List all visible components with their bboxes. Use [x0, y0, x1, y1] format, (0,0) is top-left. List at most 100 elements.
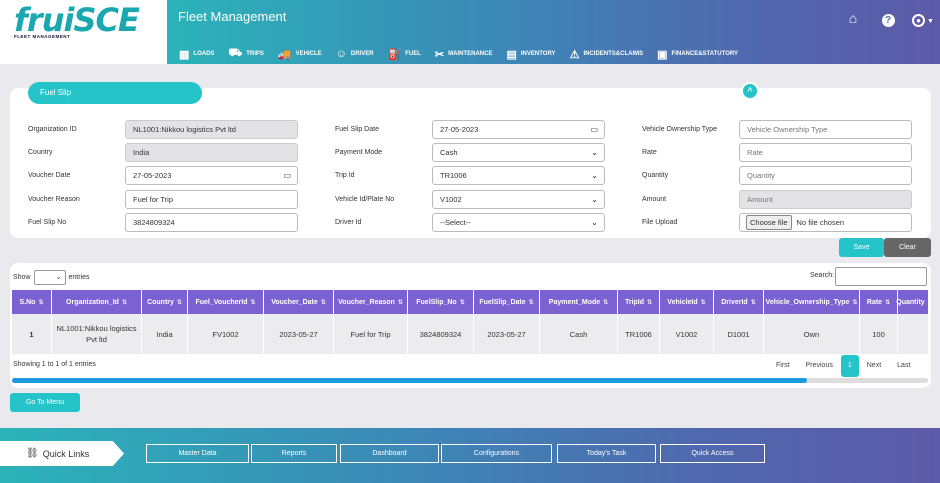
nav-finance-statutory[interactable]: ▣ FINANCE&STATUTORY [657, 44, 738, 64]
label-vehicle-id-plate-no: Vehicle Id/Plate No [335, 196, 395, 203]
quick-links[interactable]: ⛓ Quick Links [26, 448, 89, 459]
header-label: TripId [624, 298, 645, 306]
field-fuel-slip-no[interactable]: 3824809324 [125, 213, 298, 232]
scrollbar-thumb[interactable] [12, 378, 807, 383]
search-input[interactable] [835, 267, 927, 286]
footer-master-data-button[interactable]: Master Data [146, 444, 249, 463]
field-value: V1002 [440, 195, 462, 204]
sort-icon: ⇅ [852, 299, 858, 306]
chevron-down-icon[interactable]: ⌄ [591, 195, 598, 204]
nav-driver[interactable]: ☺ DRIVER [336, 44, 374, 64]
column-header-voucher-reason[interactable]: Voucher_Reason ⇅ [334, 290, 408, 314]
column-header-driverid[interactable]: DriverId ⇅ [714, 290, 764, 314]
column-header-vehicle-ownership-type[interactable]: Vehicle_Ownership_Type ⇅ [764, 290, 860, 314]
label-country: Country [28, 149, 53, 156]
field-driver-id[interactable]: --Select-- ⌄ [432, 213, 605, 232]
nav-label: FUEL [405, 51, 421, 57]
go-to-menu-button[interactable]: Go To Menu [10, 393, 80, 412]
footer-dashboard-button[interactable]: Dashboard [340, 444, 439, 463]
link-icon: ⛓ [26, 448, 39, 459]
page-1[interactable]: 1 [840, 355, 859, 377]
help-icon[interactable]: ? [879, 9, 897, 27]
field-trip-id[interactable]: TR1006 ⌄ [432, 166, 605, 185]
sort-icon: ⇅ [528, 299, 534, 306]
page-first[interactable]: First [776, 362, 790, 369]
column-header-rate[interactable]: Rate ⇅ [860, 290, 898, 314]
calendar-icon[interactable]: ▭ [283, 171, 291, 180]
header-label: Payment_Mode [548, 298, 601, 306]
logo[interactable]: fruiSCE [14, 1, 140, 39]
clear-button[interactable]: Clear [884, 238, 931, 257]
nav-inventory[interactable]: ▤ INVENTORY [506, 44, 555, 64]
column-header-tripid[interactable]: TripId ⇅ [618, 290, 660, 314]
sort-icon: ⇅ [250, 299, 256, 306]
nav-trips[interactable]: ⛟ TRIPS [228, 44, 264, 64]
nav-label: INVENTORY [520, 51, 556, 57]
chevron-down-icon[interactable]: ⌄ [591, 218, 598, 227]
field-rate[interactable]: Rate [739, 143, 912, 162]
user-menu-icon[interactable]: ● ▼ [910, 9, 936, 27]
header-label: Organization_Id [66, 298, 119, 306]
field-value: Cash [440, 148, 458, 157]
home-icon[interactable]: ⌂ [848, 10, 858, 26]
page-last[interactable]: Last [897, 362, 911, 369]
entries-select[interactable]: ⌄ [33, 270, 66, 285]
column-header-country[interactable]: Country ⇅ [142, 290, 188, 314]
header-label: FuelSlip_No [416, 298, 457, 306]
cell-vehicleid: V1002 [660, 314, 714, 354]
save-button[interactable]: Save [839, 238, 884, 257]
calendar-icon[interactable]: ▭ [590, 125, 598, 134]
column-header-s-no[interactable]: S.No ⇅ [12, 290, 52, 314]
chevron-down-icon[interactable]: ⌄ [591, 148, 598, 157]
label-voucher-date: Voucher Date [28, 172, 71, 179]
footer-today-s-task-button[interactable]: Today's Task [557, 444, 656, 463]
column-header-fuelslip-date[interactable]: FuelSlip_Date ⇅ [474, 290, 540, 314]
field-file-upload[interactable]: Choose file No file chosen [739, 213, 912, 232]
field-payment-mode[interactable]: Cash ⌄ [432, 143, 605, 162]
cell-quantity [898, 314, 928, 354]
chevron-down-icon[interactable]: ⌄ [591, 171, 598, 180]
field-fuel-slip-date[interactable]: 27-05-2023 ▭ [432, 120, 605, 139]
nav-loads[interactable]: ▦ LOADS [179, 44, 214, 64]
page-next[interactable]: Next [866, 362, 882, 369]
header-label: DriverId [721, 298, 748, 306]
field-vehicle-ownership-type[interactable]: Vehicle Ownership Type [739, 120, 912, 139]
field-quantity[interactable]: Quantity [739, 166, 912, 185]
field-voucher-date[interactable]: 27-05-2023 ▭ [125, 166, 298, 185]
choose-file-button[interactable]: Choose file [746, 215, 792, 230]
sort-icon: ⇅ [750, 299, 756, 306]
nav-maintenance[interactable]: ✂ MAINTENANCE [435, 44, 493, 64]
field-voucher-reason[interactable]: Fuel for Trip [125, 190, 298, 209]
table-row[interactable]: 1 NL1001:Nikkou logistics Pvt ltd India FV1… [12, 314, 928, 354]
column-header-quantity[interactable]: Quantity⇅ [896, 290, 928, 314]
app-title: Fleet Management [178, 9, 287, 24]
column-header-organization-id[interactable]: Organization_Id ⇅ [52, 290, 142, 314]
column-header-fuelslip-no[interactable]: FuelSlip_No ⇅ [408, 290, 474, 314]
table-info: Showing 1 to 1 of 1 entries [13, 361, 96, 368]
field-value: Vehicle Ownership Type [747, 125, 828, 134]
footer-reports-button[interactable]: Reports [251, 444, 337, 463]
nav-fuel[interactable]: ⛽ FUEL [388, 44, 421, 64]
sort-icon: ⇅ [397, 299, 403, 306]
sort-icon: ⇅ [885, 299, 891, 306]
column-header-payment-mode[interactable]: Payment_Mode ⇅ [540, 290, 618, 314]
form-tab-fuel-slip[interactable]: Fuel Slip [28, 82, 202, 104]
cell-voucher-date: 2023-05-27 [264, 314, 334, 354]
column-header-voucher-date[interactable]: Voucher_Date ⇅ [264, 290, 334, 314]
field-amount: Amount [739, 190, 912, 209]
footer-quick-access-button[interactable]: Quick Access [660, 444, 765, 463]
label-payment-mode: Payment Mode [335, 149, 383, 156]
collapse-toggle-icon[interactable]: ^ [741, 82, 759, 100]
header-label: Voucher_Date [271, 298, 318, 306]
header-label: Country [147, 298, 174, 306]
nav-vehicle[interactable]: 🚚 VEHICLE [278, 44, 322, 64]
page-previous[interactable]: Previous [805, 362, 833, 369]
nav-incidents-claims[interactable]: ⚠ INCIDENTS&CLAIMS [570, 44, 644, 64]
column-header-vehicleid[interactable]: VehicleId ⇅ [660, 290, 714, 314]
footer-configurations-button[interactable]: Configurations [441, 444, 552, 463]
label-vehicle-ownership-type: Vehicle Ownership Type [642, 126, 717, 133]
sort-icon: ⇅ [700, 299, 706, 306]
column-header-fuel-voucherid[interactable]: Fuel_VoucherId ⇅ [188, 290, 264, 314]
field-vehicle-id-plate-no[interactable]: V1002 ⌄ [432, 190, 605, 209]
quick-links-tab [0, 441, 124, 466]
